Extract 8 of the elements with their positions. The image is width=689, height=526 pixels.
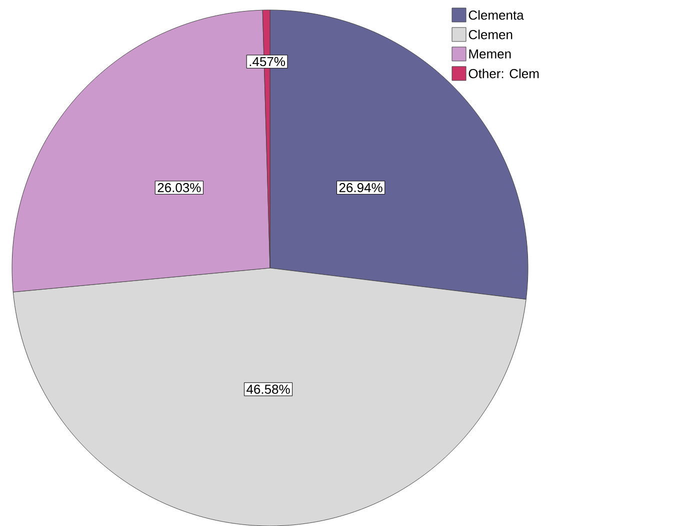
legend-label: Memen xyxy=(469,49,511,58)
legend-label: Clementa xyxy=(468,10,524,20)
data-label: .457% xyxy=(250,56,286,66)
data-label: 26.03% xyxy=(158,182,201,192)
data-label: 46.58% xyxy=(246,384,290,394)
legend-label: Other: Clem xyxy=(468,68,539,78)
legend-label: Clemen xyxy=(468,30,512,40)
data-label: 26.94% xyxy=(339,182,382,192)
